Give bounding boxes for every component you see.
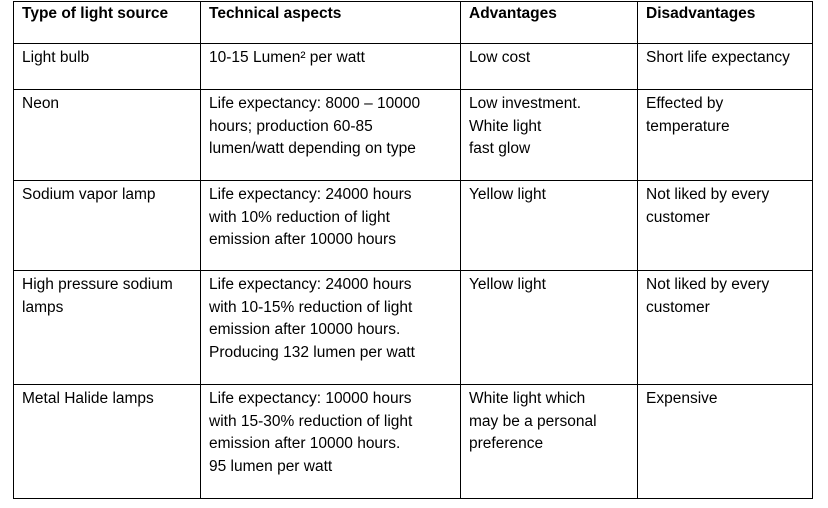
- cell-line: with 10% reduction of light: [209, 208, 390, 226]
- cell-line: Short life expectancy: [646, 49, 790, 66]
- cell-line: Effected by: [646, 95, 724, 112]
- cell-line: lumen/watt depending on type: [209, 140, 416, 157]
- cell-line: emission after 10000 hours.: [209, 435, 401, 452]
- cell-disadvantages: Effected by temperature: [637, 89, 813, 181]
- table-row: High pressure sodium lamps Life expectan…: [13, 270, 813, 385]
- cell-disadvantages: Not liked by every customer: [637, 180, 813, 271]
- cell-technical: Life expectancy: 10000 hours with 15-30%…: [200, 384, 461, 499]
- header-type: Type of light source: [13, 1, 201, 44]
- table-row: Neon Life expectancy: 8000 – 10000 hours…: [13, 89, 813, 181]
- cell-line: with 15-30% reduction of light: [209, 412, 413, 430]
- cell-line: customer: [646, 298, 710, 316]
- cell-type: Sodium vapor lamp: [13, 180, 201, 271]
- cell-disadvantages: Not liked by every customer: [637, 270, 813, 385]
- cell-line: customer: [646, 208, 710, 226]
- light-source-table: Type of light source Technical aspects A…: [13, 1, 813, 499]
- cell-line: Yellow light: [469, 186, 546, 203]
- cell-line: hours; production 60-85: [209, 117, 373, 135]
- cell-line: Yellow light: [469, 276, 546, 293]
- cell-advantages: White light which may be a personal pref…: [460, 384, 638, 499]
- cell-line: Life expectancy: 8000 – 10000: [209, 95, 421, 112]
- cell-line: White light: [469, 117, 542, 135]
- cell-line: White light which: [469, 390, 586, 407]
- cell-advantages: Low cost: [460, 43, 638, 90]
- cell-line: Life expectancy: 24000 hours: [209, 276, 412, 293]
- header-advantages: Advantages: [460, 1, 638, 44]
- cell-line: Metal Halide lamps: [22, 390, 154, 407]
- cell-line: 95 lumen per watt: [209, 457, 333, 475]
- cell-line: Producing 132 lumen per watt: [209, 343, 415, 361]
- cell-disadvantages: Expensive: [637, 384, 813, 499]
- cell-technical: Life expectancy: 24000 hours with 10% re…: [200, 180, 461, 271]
- cell-advantages: Low investment. White light fast glow: [460, 89, 638, 181]
- cell-line: Life expectancy: 24000 hours: [209, 186, 412, 203]
- cell-line: temperature: [646, 117, 730, 135]
- cell-line: Sodium vapor lamp: [22, 186, 156, 203]
- table-row: Metal Halide lamps Life expectancy: 1000…: [13, 384, 813, 499]
- cell-line: preference: [469, 435, 544, 452]
- cell-disadvantages: Short life expectancy: [637, 43, 813, 90]
- cell-line: Expensive: [646, 390, 718, 407]
- cell-technical: Life expectancy: 8000 – 10000 hours; pro…: [200, 89, 461, 181]
- cell-line: Low investment.: [469, 95, 581, 112]
- cell-line: with 10-15% reduction of light: [209, 298, 413, 316]
- cell-line: Not liked by every: [646, 276, 770, 293]
- cell-line: emission after 10000 hours: [209, 231, 396, 248]
- cell-advantages: Yellow light: [460, 180, 638, 271]
- cell-type: Light bulb: [13, 43, 201, 90]
- table-header-row: Type of light source Technical aspects A…: [13, 1, 813, 44]
- cell-line: Light bulb: [22, 49, 90, 66]
- cell-line: may be a personal: [469, 412, 597, 430]
- cell-line: lamps: [22, 298, 64, 316]
- table-row: Light bulb 10-15 Lumen² per watt Low cos…: [13, 43, 813, 90]
- cell-line: High pressure sodium: [22, 276, 173, 293]
- cell-line: 10-15 Lumen² per watt: [209, 49, 365, 66]
- cell-advantages: Yellow light: [460, 270, 638, 385]
- table-row: Sodium vapor lamp Life expectancy: 24000…: [13, 180, 813, 271]
- cell-line: emission after 10000 hours.: [209, 321, 401, 338]
- cell-line: Neon: [22, 95, 60, 112]
- cell-type: High pressure sodium lamps: [13, 270, 201, 385]
- cell-line: fast glow: [469, 140, 531, 157]
- header-technical: Technical aspects: [200, 1, 461, 44]
- cell-type: Metal Halide lamps: [13, 384, 201, 499]
- cell-technical: Life expectancy: 24000 hours with 10-15%…: [200, 270, 461, 385]
- cell-type: Neon: [13, 89, 201, 181]
- cell-line: Not liked by every: [646, 186, 770, 203]
- header-disadvantages: Disadvantages: [637, 1, 813, 44]
- cell-technical: 10-15 Lumen² per watt: [200, 43, 461, 90]
- cell-line: Low cost: [469, 49, 531, 66]
- cell-line: Life expectancy: 10000 hours: [209, 390, 412, 407]
